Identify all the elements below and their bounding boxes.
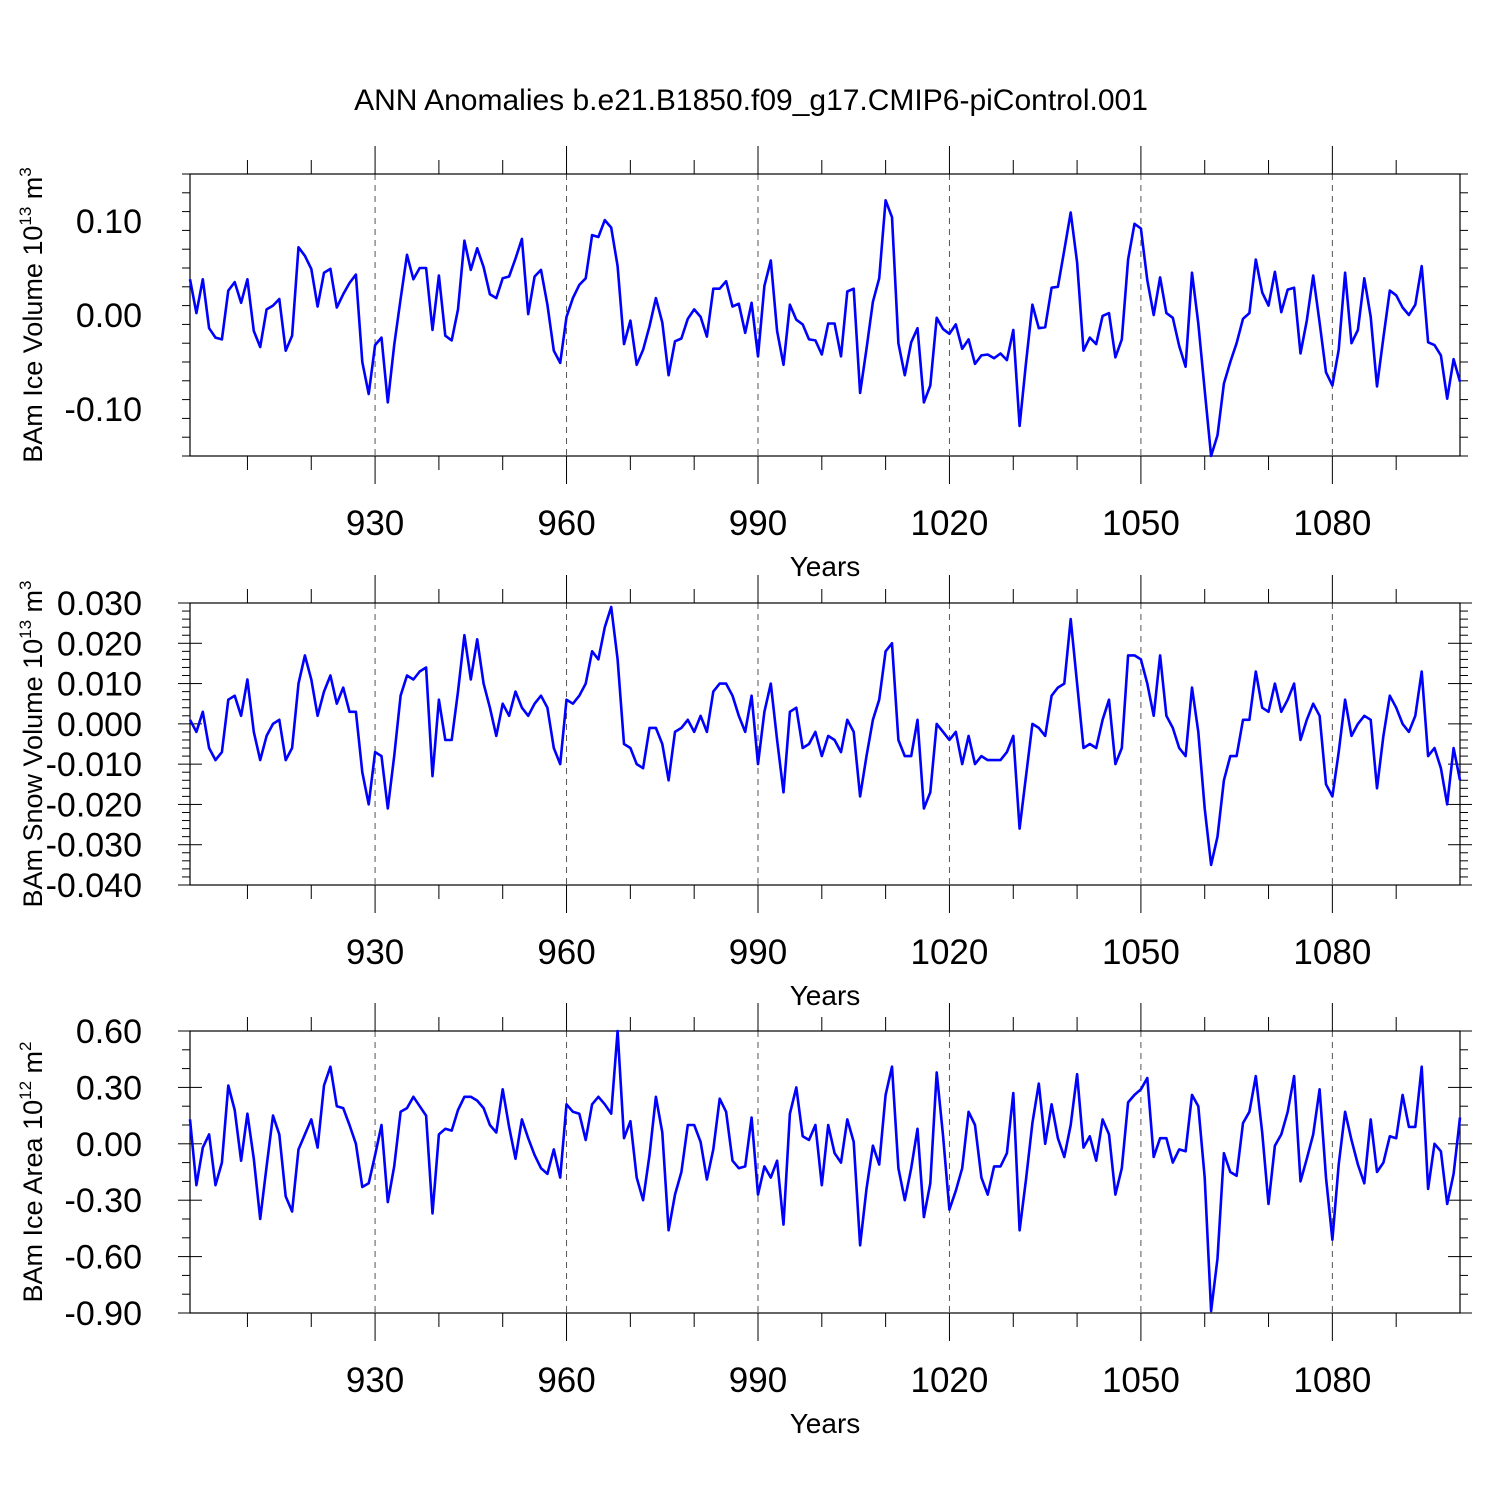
- x-tick-label: 1080: [1293, 933, 1371, 972]
- x-tick-label: 990: [729, 933, 787, 972]
- y-tick-label: 0.30: [76, 1069, 142, 1107]
- y-tick-label: 0.00: [76, 1126, 142, 1164]
- plot-frame: [189, 173, 1461, 457]
- x-tick-label: 930: [346, 1361, 404, 1400]
- y-tick-label: -0.040: [46, 867, 142, 905]
- x-tick-label: 960: [537, 1361, 595, 1400]
- x-tick-label: 930: [346, 933, 404, 972]
- x-axis-label: Years: [790, 980, 861, 1011]
- y-tick-label: -0.020: [46, 786, 142, 824]
- x-tick-label: 1050: [1102, 504, 1180, 543]
- series-line: [188, 199, 1462, 458]
- chart-panel-3: 930 960 990 1020 1050 1080 -0.90 -0.60 -0.30 0.00…: [16, 1003, 1472, 1439]
- x-tick-label: 930: [346, 504, 404, 543]
- y-tick-label: 0.030: [57, 585, 142, 623]
- y-axis-label: BAm Ice Volume 1013 m3: [16, 167, 48, 463]
- x-tick-label: 1020: [911, 1361, 989, 1400]
- series-line: [188, 1029, 1462, 1313]
- y-tick-label: -0.030: [46, 827, 142, 865]
- y-tick-label: 0.000: [57, 706, 142, 744]
- y-axis-label: BAm Snow Volume 1013 m3: [16, 580, 48, 907]
- chart-title: ANN Anomalies b.e21.B1850.f09_g17.CMIP6-…: [354, 84, 1148, 117]
- y-tick-label: 0.10: [76, 203, 142, 241]
- chart-panel-2: 930 960 990 1020 1050 1080 -0.040-0.030-0.020-…: [16, 575, 1472, 1011]
- x-tick-label: 990: [729, 504, 787, 543]
- x-tick-label: 1020: [911, 933, 989, 972]
- x-tick-label: 1080: [1293, 504, 1371, 543]
- y-tick-label: -0.60: [65, 1239, 143, 1277]
- y-tick-label: 0.00: [76, 297, 142, 335]
- y-tick-label: -0.90: [65, 1295, 143, 1333]
- plot-frame: [189, 602, 1461, 886]
- x-tick-label: 990: [729, 1361, 787, 1400]
- x-tick-label: 1080: [1293, 1361, 1371, 1400]
- y-axis-label: BAm Ice Area 1012 m2: [16, 1042, 48, 1303]
- y-tick-label: 0.60: [76, 1013, 142, 1051]
- y-tick-label: 0.010: [57, 666, 142, 704]
- x-axis-label: Years: [790, 551, 861, 582]
- x-tick-label: 1050: [1102, 933, 1180, 972]
- x-tick-label: 1020: [911, 504, 989, 543]
- y-tick-label: -0.010: [46, 746, 142, 784]
- x-axis-label: Years: [790, 1408, 861, 1439]
- y-tick-label: -0.30: [65, 1182, 143, 1220]
- plot-frame: [189, 1030, 1461, 1314]
- y-tick-label: 0.020: [57, 625, 142, 663]
- series-line: [188, 605, 1462, 867]
- x-tick-label: 960: [537, 504, 595, 543]
- chart-panel-1: 930 960 990 1020 1050 1080 -0.10 0.00 0.10 BAm Ic…: [16, 146, 1468, 582]
- x-tick-label: 960: [537, 933, 595, 972]
- x-tick-label: 1050: [1102, 1361, 1180, 1400]
- y-tick-label: -0.10: [65, 391, 143, 429]
